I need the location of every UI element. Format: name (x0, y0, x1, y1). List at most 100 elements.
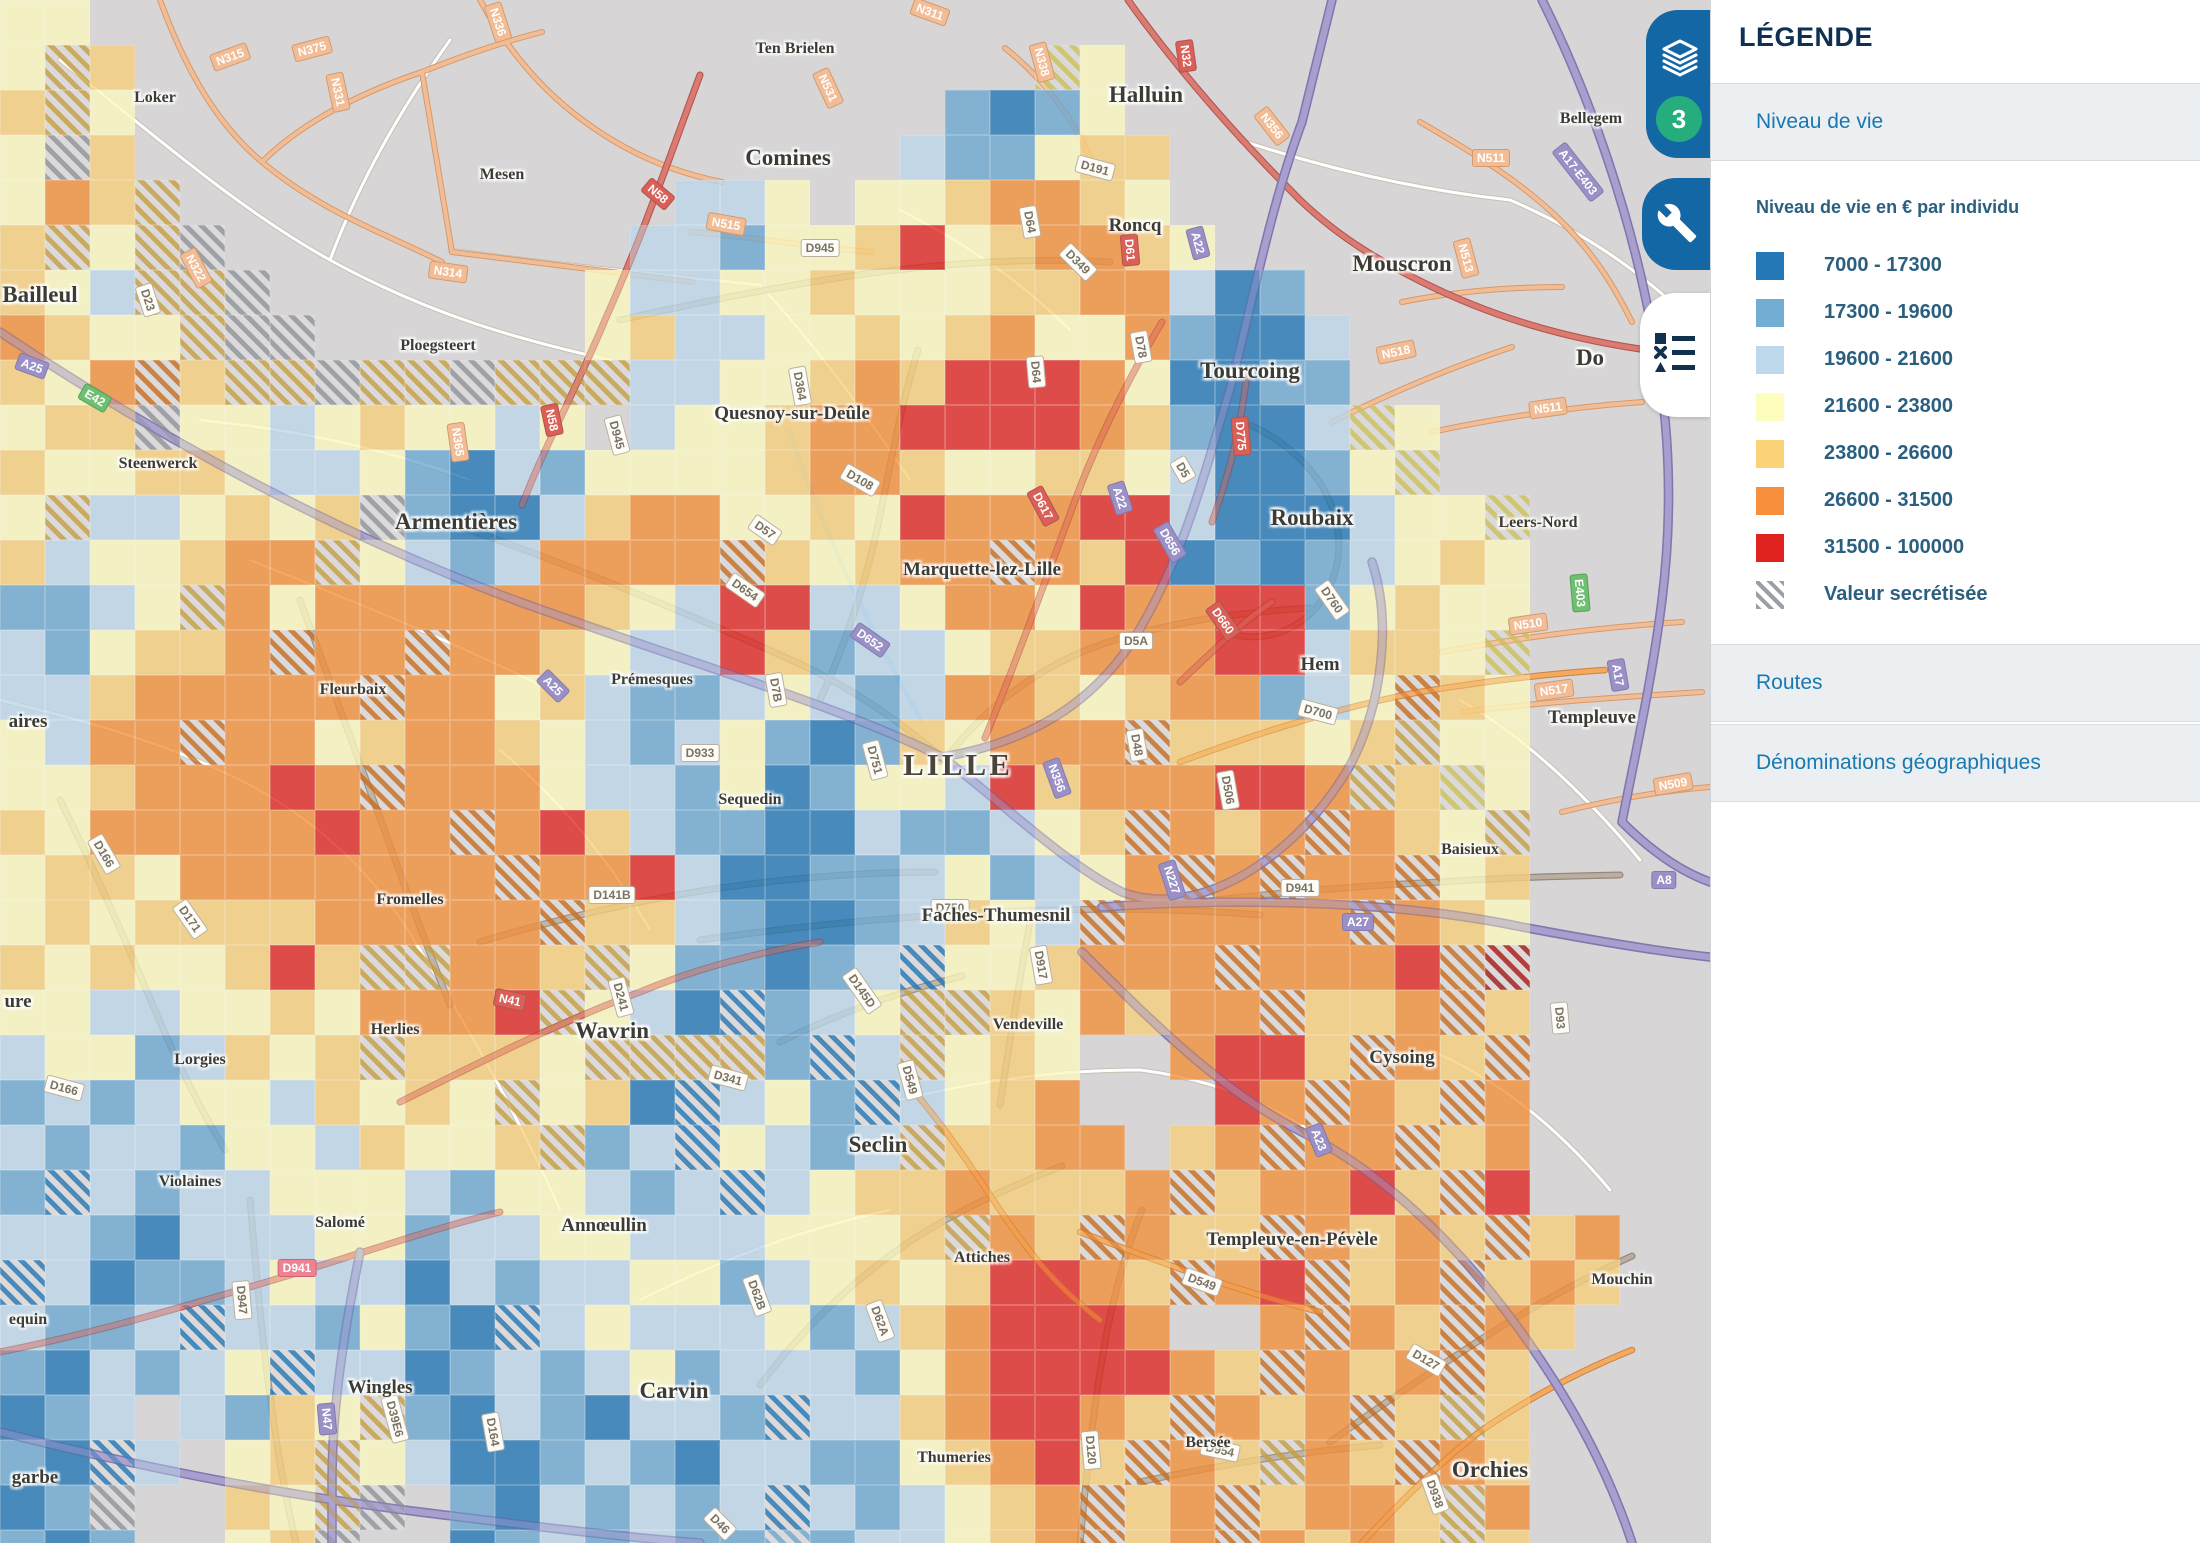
grid-cell (360, 810, 405, 855)
grid-cell (720, 900, 765, 945)
road-shield: D945 (800, 239, 840, 257)
section-niveau-de-vie[interactable]: Niveau de vie (1711, 83, 2200, 161)
grid-cell (0, 495, 45, 540)
grid-cell (630, 405, 675, 450)
grid-cell (225, 990, 270, 1035)
grid-cell (675, 945, 720, 990)
road-shield: A25 (535, 668, 571, 704)
grid-cell (1125, 585, 1170, 630)
city-label: Templeuve-en-Pévèle (1206, 1229, 1378, 1250)
grid-cell (0, 945, 45, 990)
grid-cell (495, 585, 540, 630)
road-shield: D652 (848, 621, 892, 659)
road-shield: D933 (680, 744, 720, 762)
class-swatch (1756, 345, 1784, 374)
grid-cell (1395, 630, 1440, 675)
grid-cell (945, 945, 990, 990)
section-routes[interactable]: Routes (1711, 644, 2200, 722)
grid-cell (1035, 990, 1080, 1035)
grid-cell (630, 945, 675, 990)
grid-cell (180, 945, 225, 990)
city-label: Attiches (954, 1249, 1010, 1266)
grid-cell (1170, 270, 1215, 315)
grid-cell (90, 90, 135, 135)
grid-cell (315, 855, 360, 900)
grid-cell (1440, 720, 1485, 765)
road-shield: N32 (1174, 38, 1198, 74)
grid-cell (1035, 855, 1080, 900)
grid-cell (900, 630, 945, 675)
tools-button[interactable] (1642, 178, 1710, 270)
grid-cell (1080, 315, 1125, 360)
legend-class-row: 23800 - 26600 (1756, 430, 2200, 477)
road-shield: D93 (1549, 1001, 1571, 1035)
grid-cell (1080, 945, 1125, 990)
grid-cell (0, 45, 45, 90)
layers-button[interactable]: 3 (1646, 10, 1710, 158)
grid-cell (1395, 990, 1440, 1035)
road-shield: N47 (316, 1402, 338, 1436)
road-shield: N322 (178, 246, 214, 290)
grid-cell (1170, 765, 1215, 810)
grid-cell (945, 540, 990, 585)
grid-cell (720, 315, 765, 360)
grid-cell (45, 720, 90, 765)
grid-cell (990, 1035, 1035, 1080)
road-shield: D617 (1025, 484, 1061, 528)
grid-cell (450, 540, 495, 585)
grid-cell (585, 900, 630, 945)
grid-cell (1395, 810, 1440, 855)
grid-cell (1305, 360, 1350, 405)
section-denominations[interactable]: Dénominations géographiques (1711, 724, 2200, 802)
grid-cell (990, 900, 1035, 945)
grid-cell (855, 810, 900, 855)
grid-cell (90, 45, 135, 90)
grid-cell (630, 540, 675, 585)
road-shield: N375 (290, 35, 334, 63)
road-shield: N509 (1652, 771, 1694, 797)
city-label: Ten Brielen (755, 40, 835, 57)
grid-cell (765, 945, 810, 990)
grid-cell (0, 810, 45, 855)
city-label: Faches-Thumesnil (921, 905, 1071, 926)
grid-cell (990, 450, 1035, 495)
grid-cell (945, 810, 990, 855)
grid-cell (990, 585, 1035, 630)
grid-cell (945, 405, 990, 450)
grid-cell (720, 450, 765, 495)
wrench-icon (1657, 203, 1697, 243)
grid-cell (270, 405, 315, 450)
grid-cell (90, 135, 135, 180)
legend-class-row: 31500 - 100000 (1756, 524, 2200, 571)
grid-cell (540, 540, 585, 585)
grid-cell (810, 990, 855, 1035)
grid-cell (1080, 180, 1125, 225)
class-swatch (1756, 392, 1784, 421)
grid-cell (1395, 765, 1440, 810)
grid-cell (945, 135, 990, 180)
legend-button-active[interactable] (1640, 293, 1710, 417)
grid-cell (1440, 945, 1485, 990)
road-shield: D127 (1404, 1342, 1448, 1378)
grid-cell (1170, 1035, 1215, 1080)
grid-cell (1080, 855, 1125, 900)
grid-cell (315, 675, 360, 720)
grid-cell (900, 540, 945, 585)
city-label: Annœullin (561, 1215, 647, 1236)
grid-cell (315, 720, 360, 765)
grid-cell (45, 585, 90, 630)
grid-cell (1170, 990, 1215, 1035)
grid-cell (225, 540, 270, 585)
grid-cell (45, 225, 90, 270)
grid-cell (1170, 945, 1215, 990)
city-label: Loker (134, 89, 176, 106)
map-canvas[interactable]: N315 N375 N336 N331 N322 N314 N365 N515 N531 N338… (0, 0, 1710, 1543)
road-shield: D364 (787, 365, 813, 407)
road-shield: D917 (1028, 944, 1054, 986)
grid-cell (990, 540, 1035, 585)
city-label: Violaines (158, 1173, 222, 1190)
hatch-swatch (1756, 580, 1784, 609)
city-label: Comines (745, 145, 831, 170)
grid-cell (1440, 900, 1485, 945)
grid-cell (1395, 585, 1440, 630)
